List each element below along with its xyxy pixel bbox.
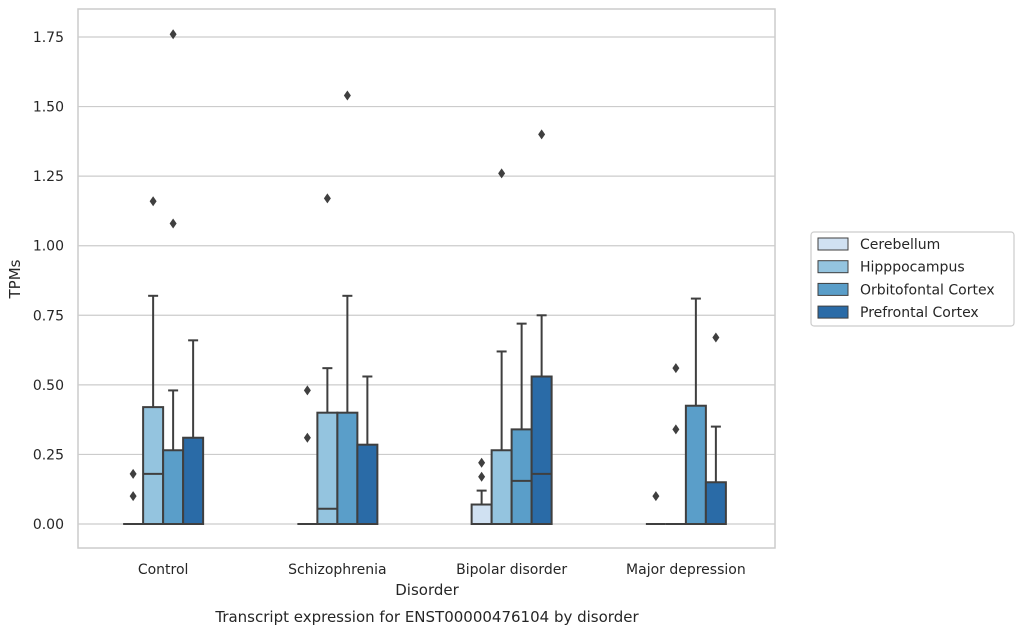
- legend-swatch: [817, 305, 849, 319]
- plot-border: [77, 8, 776, 549]
- outlier-point: [478, 457, 486, 468]
- outlier-point: [672, 424, 680, 435]
- legend-swatch: [817, 282, 849, 296]
- legend-swatch: [817, 237, 849, 251]
- series-cerebellum: [123, 385, 666, 525]
- x-tick-label: Major depression: [626, 562, 746, 578]
- y-axis-ticks: 0.00 0.25 0.50 0.75 1.00 1.25 1.50 1.75: [33, 30, 64, 533]
- outlier-point: [538, 129, 546, 140]
- outlier-point: [343, 90, 351, 101]
- y-tick-label: 1.50: [33, 100, 64, 116]
- box-group: [182, 339, 205, 525]
- legend-label: Orbitofontal Cortex: [860, 282, 995, 298]
- box-body: [316, 411, 339, 525]
- outlier-point: [652, 491, 660, 502]
- box-group: [142, 196, 165, 525]
- legend-label: Hipppocampus: [860, 260, 965, 276]
- y-tick-label: 1.75: [33, 30, 64, 46]
- box-group: [490, 168, 513, 525]
- box-body: [684, 404, 707, 526]
- outlier-point: [303, 432, 311, 443]
- box-body: [530, 375, 553, 525]
- outlier-point: [672, 363, 680, 374]
- box-body: [162, 449, 185, 525]
- legend-label: Prefrontal Cortex: [860, 305, 979, 321]
- legend: Cerebellum Hipppocampus Orbitofontal Corte…: [810, 231, 1015, 327]
- box-body: [142, 406, 165, 525]
- outlier-point: [129, 491, 137, 502]
- legend-label: Cerebellum: [860, 237, 940, 253]
- box-body: [356, 443, 379, 525]
- y-tick-label: 0.75: [33, 308, 64, 324]
- outlier-point: [712, 332, 720, 343]
- box-group: [297, 385, 318, 525]
- box-body: [510, 428, 533, 525]
- box-series-layer: [123, 29, 727, 526]
- box-group: [704, 332, 727, 525]
- x-axis-ticks: Control Schizophrenia Bipolar disorder Majo…: [138, 562, 746, 578]
- box-body: [704, 481, 727, 525]
- outlier-point: [478, 471, 486, 482]
- box-group: [336, 90, 359, 525]
- outlier-point: [303, 385, 311, 396]
- x-tick-label: Schizophrenia: [288, 562, 386, 578]
- chart-caption: Transcript expression for ENST0000047610…: [214, 608, 639, 626]
- box-group: [356, 375, 379, 525]
- outlier-point: [498, 168, 506, 179]
- box-group: [162, 29, 185, 525]
- legend-item: Prefrontal Cortex: [817, 305, 979, 321]
- box-group: [123, 468, 144, 525]
- outlier-point: [323, 193, 331, 204]
- box-group: [316, 193, 339, 525]
- box-group: [530, 129, 553, 525]
- outlier-point: [169, 29, 177, 40]
- x-axis-title: Disorder: [395, 581, 459, 599]
- outlier-point: [129, 468, 137, 479]
- legend-swatch: [817, 260, 849, 274]
- legend-item: Hipppocampus: [817, 260, 965, 276]
- box-body: [470, 503, 493, 525]
- box-group: [665, 363, 686, 525]
- box-body: [490, 449, 513, 525]
- box-group: [684, 297, 707, 526]
- x-tick-label: Bipolar disorder: [456, 562, 567, 578]
- y-tick-label: 1.25: [33, 169, 64, 185]
- box-group: [645, 491, 666, 525]
- y-tick-label: 0.25: [33, 447, 64, 463]
- legend-frame: [810, 231, 1015, 327]
- box-body: [336, 411, 359, 525]
- box-group: [470, 457, 493, 525]
- plot-frame: [77, 8, 776, 549]
- y-tick-label: 0.50: [33, 378, 64, 394]
- outlier-point: [169, 218, 177, 229]
- legend-item: Cerebellum: [817, 237, 940, 253]
- y-tick-label: 1.00: [33, 239, 64, 255]
- legend-item: Orbitofontal Cortex: [817, 282, 995, 298]
- box-group: [510, 322, 533, 525]
- series-hipppocampus: [142, 168, 686, 525]
- outlier-point: [149, 196, 157, 207]
- x-tick-label: Control: [138, 562, 189, 578]
- y-tick-label: 0.00: [33, 517, 64, 533]
- series-orbitofontal-cortex: [162, 29, 707, 526]
- series-prefrontal-cortex: [182, 129, 727, 525]
- box-body: [182, 436, 205, 525]
- y-axis-title: TPMs: [6, 259, 24, 299]
